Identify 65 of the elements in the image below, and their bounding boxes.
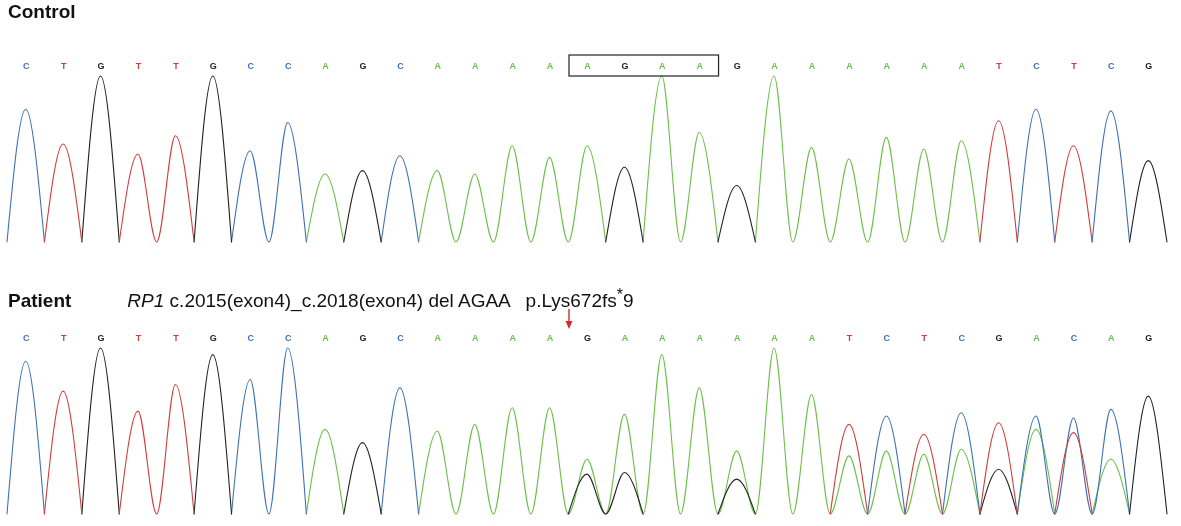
x-tick-label: G bbox=[621, 60, 629, 71]
x-tick-label: C bbox=[247, 332, 255, 343]
x-tick-label: G bbox=[1145, 332, 1153, 343]
x-tick-label: A bbox=[434, 60, 442, 71]
x-tick-label: T bbox=[135, 60, 142, 71]
x-tick-label: A bbox=[1108, 332, 1116, 343]
x-tick-label: A bbox=[696, 332, 704, 343]
x-tick-label: A bbox=[434, 332, 442, 343]
x-tick-label: C bbox=[22, 332, 30, 343]
x-tick-label: C bbox=[883, 332, 891, 343]
x-tick-label: A bbox=[584, 60, 592, 71]
x-tick-label: A bbox=[322, 60, 330, 71]
x-tick-label: A bbox=[808, 332, 816, 343]
x-tick-label: C bbox=[284, 332, 292, 343]
x-tick-label: A bbox=[1033, 332, 1041, 343]
x-tick-label: C bbox=[397, 60, 405, 71]
x-tick-label: G bbox=[209, 332, 217, 343]
x-tick-label: C bbox=[1070, 332, 1078, 343]
x-tick-label: G bbox=[1145, 60, 1153, 71]
x-tick-label: C bbox=[1108, 60, 1116, 71]
chart-title: Control bbox=[8, 1, 76, 22]
x-tick-label: T bbox=[173, 332, 180, 343]
x-tick-label: A bbox=[808, 60, 816, 71]
x-tick-label: A bbox=[471, 332, 479, 343]
x-tick-label: T bbox=[60, 60, 67, 71]
x-tick-label: A bbox=[509, 332, 517, 343]
x-tick-label: C bbox=[397, 332, 405, 343]
x-tick-label: A bbox=[546, 60, 554, 71]
x-tick-label: C bbox=[247, 60, 255, 71]
x-tick-label: T bbox=[921, 332, 928, 343]
chart-title: Patient bbox=[8, 290, 72, 312]
x-tick-label: T bbox=[60, 332, 67, 343]
x-tick-label: C bbox=[284, 60, 292, 71]
x-tick-label: A bbox=[696, 60, 704, 71]
x-tick-label: G bbox=[995, 332, 1003, 343]
x-tick-label: A bbox=[546, 332, 554, 343]
x-tick-label: A bbox=[471, 60, 479, 71]
x-tick-label: C bbox=[1033, 60, 1041, 71]
x-tick-label: T bbox=[135, 332, 142, 343]
x-tick-label: A bbox=[322, 332, 330, 343]
x-tick-label: A bbox=[921, 60, 929, 71]
x-tick-label: A bbox=[621, 332, 629, 343]
x-tick-label: G bbox=[359, 60, 367, 71]
x-tick-label: T bbox=[846, 332, 853, 343]
x-tick-label: A bbox=[509, 60, 517, 71]
x-tick-label: G bbox=[359, 332, 367, 343]
x-tick-label: G bbox=[733, 60, 741, 71]
x-tick-label: C bbox=[22, 60, 30, 71]
x-tick-label: G bbox=[209, 60, 217, 71]
x-tick-label: C bbox=[958, 332, 966, 343]
x-tick-label: A bbox=[846, 60, 854, 71]
x-tick-label: T bbox=[173, 60, 180, 71]
x-tick-label: A bbox=[883, 60, 891, 71]
x-tick-label: A bbox=[659, 60, 667, 71]
x-tick-label: G bbox=[97, 332, 105, 343]
x-tick-label: T bbox=[996, 60, 1003, 71]
x-tick-label: A bbox=[771, 60, 779, 71]
x-tick-label: G bbox=[583, 332, 592, 343]
chart-subtitle: RP1 c.2015(exon4)_c.2018(exon4) del AGAA p.Lys672fs$^{*}$9 bbox=[127, 286, 634, 312]
x-tick-label: T bbox=[1071, 60, 1078, 71]
x-tick-label: A bbox=[659, 332, 667, 343]
x-tick-label: A bbox=[958, 60, 966, 71]
x-tick-label: G bbox=[97, 60, 105, 71]
x-tick-label: A bbox=[733, 332, 741, 343]
x-tick-label: A bbox=[771, 332, 779, 343]
